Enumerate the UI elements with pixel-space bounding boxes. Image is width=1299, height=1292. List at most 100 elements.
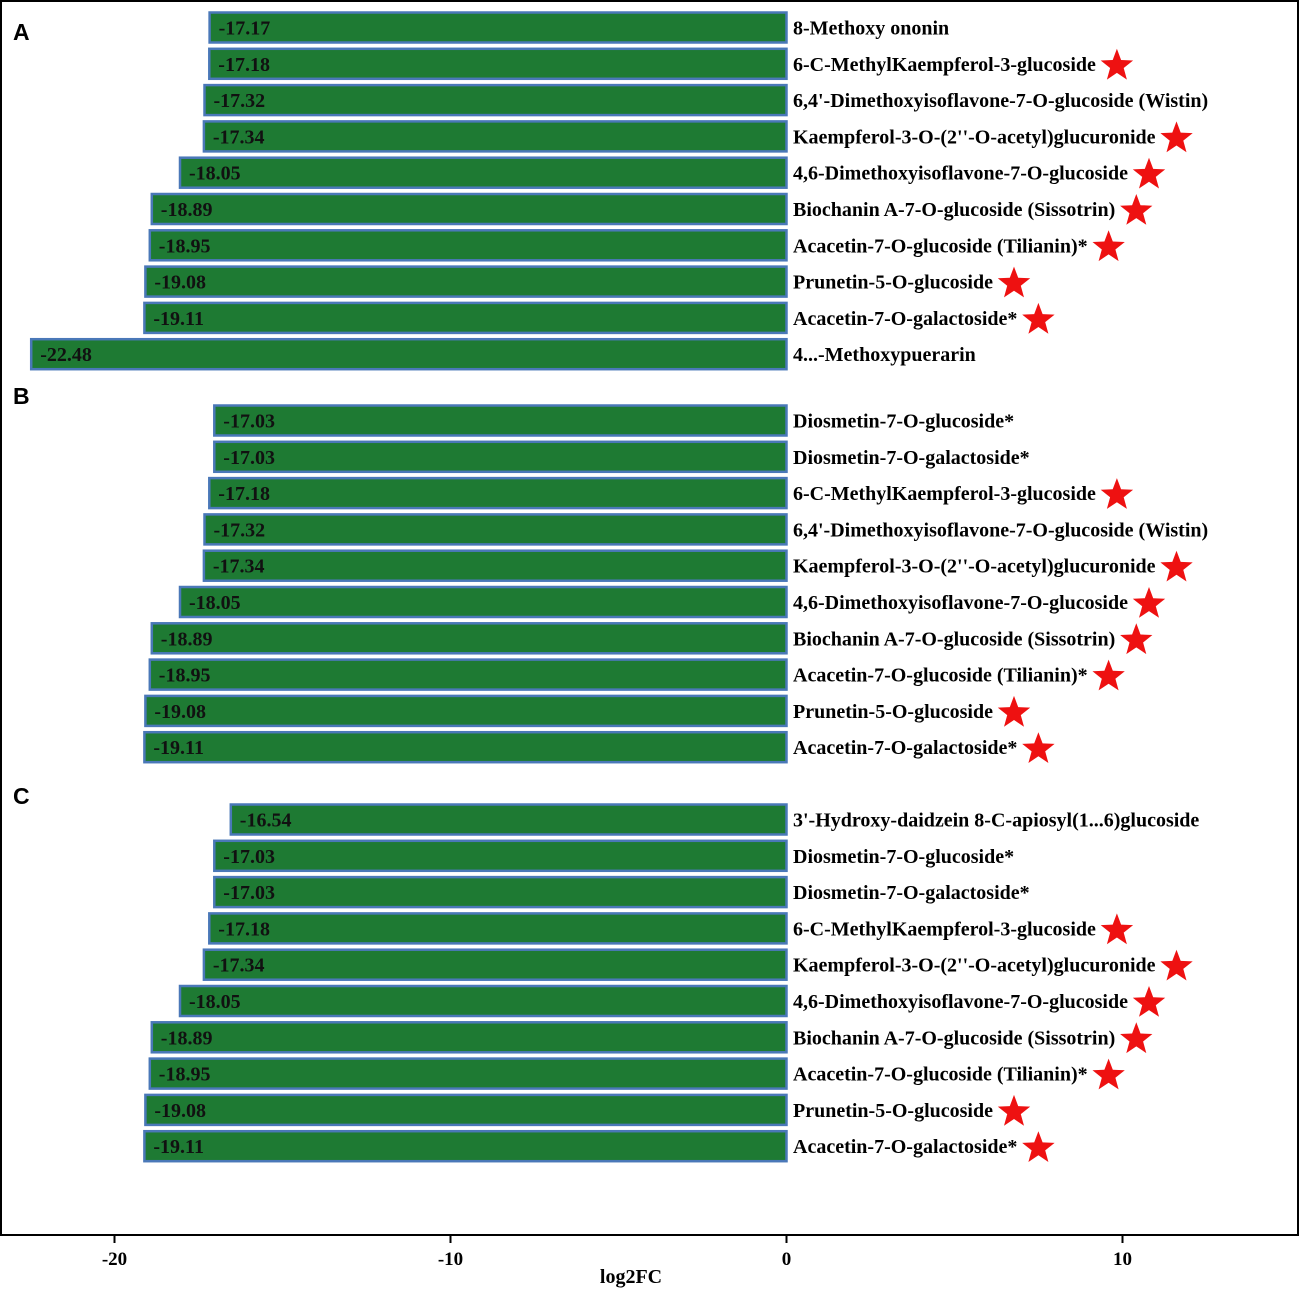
bar [208, 47, 788, 81]
bar-row: -19.11 Acacetin-7-O-galactoside* [143, 730, 1055, 764]
bar-row: -17.03 Diosmetin-7-O-galactoside* [213, 440, 1030, 474]
bar-row: -19.08 Prunetin-5-O-glucoside [144, 694, 1031, 728]
star-icon [1022, 302, 1055, 334]
metabolite-label: Prunetin-5-O-glucoside [793, 1100, 993, 1122]
bar-row: -17.34 Kaempferol-3-O-(2''-O-acetyl)glucu… [202, 948, 1193, 981]
bar-row: -18.05 4,6-Dimethoxyisoflavone-7-O-glucos… [178, 156, 1166, 189]
metabolite-label: 6,4'-Dimethoxyisoflavone-7-O-glucoside (… [793, 90, 1208, 112]
star-icon [1100, 478, 1134, 509]
bar-value-label: -17.32 [214, 90, 266, 112]
bar-row: -19.08 Prunetin-5-O-glucoside [144, 1093, 1031, 1127]
bar [208, 476, 788, 510]
bar-row: -19.11 Acacetin-7-O-galactoside* [143, 301, 1055, 335]
bar-row: -17.18 6-C-MethylKaempferol-3-glucoside [208, 476, 1134, 510]
bar-value-label: -19.11 [153, 1136, 204, 1158]
bar-value-label: -17.18 [218, 54, 270, 76]
bar-value-label: -18.89 [161, 199, 213, 221]
bar-row: -19.08 Prunetin-5-O-glucoside [144, 265, 1031, 298]
bar-row: -18.05 4,6-Dimethoxyisoflavone-7-O-glucos… [178, 984, 1166, 1018]
bar-value-label: -18.05 [189, 991, 241, 1013]
bar [213, 404, 788, 437]
bar-value-label: -17.34 [213, 955, 265, 977]
bar-value-label: -18.89 [161, 628, 213, 650]
bar-row: -17.03 Diosmetin-7-O-glucoside* [213, 839, 1014, 873]
metabolite-label: Kaempferol-3-O-(2''-O-acetyl)glucuronide [793, 556, 1156, 578]
bar-row: -17.34 Kaempferol-3-O-(2''-O-acetyl)glucu… [202, 120, 1193, 153]
bar-row: -17.03 Diosmetin-7-O-glucoside* [213, 404, 1014, 437]
bar-value-label: -17.34 [213, 556, 265, 578]
bar-value-label: -17.18 [218, 483, 270, 505]
x-tick-label: 0 [782, 1249, 792, 1270]
star-icon [1022, 732, 1055, 763]
bar-value-label: -18.05 [189, 163, 241, 185]
star-icon [997, 266, 1031, 298]
metabolite-label: 6,4'-Dimethoxyisoflavone-7-O-glucoside (… [793, 519, 1208, 541]
bar-value-label: -19.11 [153, 308, 204, 330]
bar [208, 912, 788, 945]
bar-value-label: -19.08 [154, 1100, 206, 1122]
metabolite-label: 6-C-MethylKaempferol-3-glucoside [793, 54, 1096, 76]
bar [150, 1021, 788, 1054]
metabolite-label: Diosmetin-7-O-glucoside* [793, 411, 1014, 433]
metabolite-label: Acacetin-7-O-glucoside (Tilianin)* [793, 235, 1088, 257]
bar [202, 120, 788, 153]
bar [148, 229, 788, 262]
metabolite-label: Kaempferol-3-O-(2''-O-acetyl)glucuronide [793, 955, 1156, 977]
star-icon [997, 695, 1031, 727]
star-icon [1100, 913, 1134, 945]
bar [229, 803, 788, 836]
bar-row: -16.54 3'-Hydroxy-daidzein 8-C-apiosyl(1.… [229, 803, 1199, 836]
star-icon [1100, 48, 1134, 80]
star-icon [1092, 659, 1125, 691]
chart-panels: A -17.17 8-Methoxy ononin -17.18 6-C-MethylK… [13, 11, 1208, 1163]
bar [213, 839, 788, 873]
metabolite-label: 4,6-Dimethoxyisoflavone-7-O-glucoside [793, 163, 1128, 185]
bar-row: -17.34 Kaempferol-3-O-(2''-O-acetyl)glucu… [202, 549, 1193, 582]
metabolite-label: Diosmetin-7-O-galactoside* [793, 882, 1030, 904]
star-icon [1160, 949, 1193, 981]
bar [144, 1093, 788, 1127]
bar-value-label: -19.11 [153, 737, 204, 759]
bar-row: -17.32 6,4'-Dimethoxyisoflavone-7-O-gluco… [203, 83, 1208, 117]
bar-row: -17.32 6,4'-Dimethoxyisoflavone-7-O-gluco… [203, 513, 1208, 546]
panel-label: B [13, 383, 30, 409]
star-icon [1132, 157, 1166, 189]
bar-value-label: -17.32 [214, 519, 266, 541]
metabolite-label: Acacetin-7-O-galactoside* [793, 1136, 1017, 1158]
bar-row: -18.95 Acacetin-7-O-glucoside (Tilianin)* [148, 658, 1125, 691]
metabolite-label: 8-Methoxy ononin [793, 18, 949, 40]
metabolite-label: Acacetin-7-O-glucoside (Tilianin)* [793, 665, 1088, 687]
metabolite-label: Biochanin A-7-O-glucoside (Sissotrin) [793, 628, 1115, 650]
bar-value-label: -17.17 [219, 18, 271, 40]
metabolite-label: Diosmetin-7-O-galactoside* [793, 447, 1030, 469]
metabolite-label: Biochanin A-7-O-glucoside (Sissotrin) [793, 1027, 1115, 1049]
star-icon [1092, 230, 1125, 262]
metabolite-label: Acacetin-7-O-glucoside (Tilianin)* [793, 1064, 1088, 1086]
x-tick-label: -20 [102, 1249, 127, 1270]
metabolite-label: Acacetin-7-O-galactoside* [793, 308, 1017, 330]
panel-label: A [13, 19, 30, 45]
metabolite-label: 6-C-MethylKaempferol-3-glucoside [793, 483, 1096, 505]
bar-value-label: -18.05 [189, 592, 241, 614]
bar-value-label: -18.95 [159, 235, 211, 257]
star-icon [1132, 587, 1166, 618]
panel-label: C [13, 783, 30, 809]
metabolite-label: Diosmetin-7-O-glucoside* [793, 846, 1014, 868]
metabolite-label: Kaempferol-3-O-(2''-O-acetyl)glucuronide [793, 126, 1156, 148]
x-axis-title: log2FC [600, 1266, 662, 1288]
metabolite-label: 4,6-Dimethoxyisoflavone-7-O-glucoside [793, 592, 1128, 614]
bar-value-label: -17.18 [218, 918, 270, 940]
bar [143, 301, 788, 335]
bar [213, 875, 788, 909]
x-tick-label: -10 [438, 1249, 463, 1270]
bar-value-label: -16.54 [240, 810, 292, 832]
bar-value-label: -17.03 [223, 447, 275, 469]
bar [144, 265, 788, 298]
bar-value-label: -18.95 [159, 1064, 211, 1086]
bar [143, 730, 788, 764]
star-icon [997, 1094, 1031, 1126]
metabolite-label: 4...-Methoxypuerarin [793, 344, 976, 366]
bar [178, 984, 788, 1018]
bar-row: -17.03 Diosmetin-7-O-galactoside* [213, 875, 1030, 909]
